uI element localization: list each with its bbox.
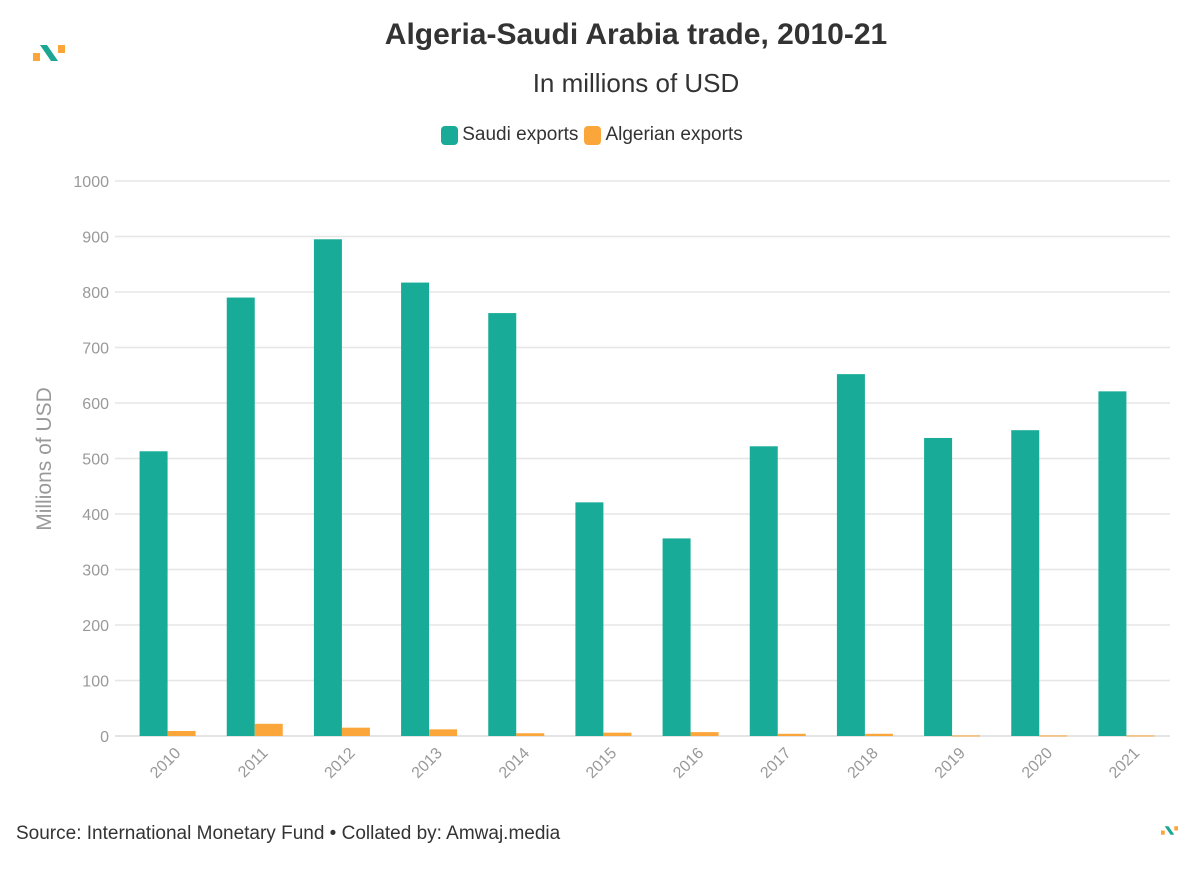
bars (139, 239, 1155, 737)
legend-swatch-algerian (584, 125, 602, 145)
bar-saudi-2016[interactable] (662, 538, 691, 736)
y-axis-label: Millions of USD (33, 387, 56, 531)
y-tick-label: 300 (82, 563, 109, 580)
chart-title: Algeria-Saudi Arabia trade, 2010-21 (384, 18, 888, 51)
bar-algerian-2021[interactable] (1126, 735, 1155, 737)
y-tick-label: 0 (100, 729, 109, 746)
y-tick-label: 800 (82, 285, 109, 302)
x-tick-label: 2020 (1019, 745, 1056, 782)
bar-algerian-2016[interactable] (690, 732, 719, 736)
gridlines (115, 180, 1170, 737)
bar-algerian-2013[interactable] (429, 729, 458, 736)
y-tick-label: 700 (82, 341, 109, 358)
x-tick-label: 2016 (670, 745, 707, 782)
bar-algerian-2017[interactable] (777, 733, 806, 736)
x-tick-label: 2012 (322, 745, 359, 782)
y-tick-label: 200 (82, 618, 109, 635)
x-tick-label: 2010 (147, 745, 184, 782)
bar-saudi-2015[interactable] (575, 502, 604, 736)
legend-item-saudi[interactable]: Saudi exports (441, 124, 578, 146)
legend-label-algerian: Algerian exports (605, 124, 743, 145)
bar-algerian-2019[interactable] (952, 735, 981, 737)
x-tick-label: 2015 (583, 745, 620, 782)
x-tick-label: 2013 (409, 745, 446, 782)
bar-saudi-2011[interactable] (226, 297, 255, 736)
x-tick-label: 2021 (1106, 745, 1143, 782)
amwaj-logo-icon (33, 45, 65, 61)
bar-saudi-2014[interactable] (488, 313, 517, 736)
bar-saudi-2017[interactable] (749, 446, 778, 736)
bar-saudi-2018[interactable] (836, 374, 865, 736)
y-axis-ticks: 0 100 200 300 400 500 600 700 800 900 1000 (73, 174, 109, 746)
bar-algerian-2018[interactable] (864, 733, 893, 736)
bar-saudi-2013[interactable] (401, 282, 430, 736)
x-tick-label: 2014 (496, 745, 533, 782)
x-tick-label: 2011 (235, 745, 271, 781)
bar-saudi-2021[interactable] (1098, 391, 1127, 736)
bar-saudi-2010[interactable] (139, 451, 168, 736)
chart-subtitle: In millions of USD (532, 68, 740, 98)
y-tick-label: 400 (82, 507, 109, 524)
bar-algerian-2014[interactable] (516, 733, 545, 736)
y-tick-label: 100 (82, 674, 109, 691)
source-note: Source: International Monetary Fund • Co… (16, 823, 561, 844)
legend-label-saudi: Saudi exports (462, 124, 579, 145)
legend-item-algerian[interactable]: Algerian exports (584, 124, 743, 146)
bar-algerian-2020[interactable] (1039, 735, 1068, 737)
amwaj-logo-small-icon (1161, 826, 1178, 835)
bar-saudi-2020[interactable] (1011, 430, 1040, 736)
y-tick-label: 1000 (73, 174, 109, 191)
bar-algerian-2012[interactable] (341, 727, 370, 736)
legend-swatch-saudi (441, 125, 459, 145)
x-tick-label: 2018 (845, 745, 882, 782)
x-tick-label: 2017 (757, 745, 794, 782)
y-tick-label: 500 (82, 452, 109, 469)
x-tick-label: 2019 (932, 745, 969, 782)
bar-algerian-2015[interactable] (603, 732, 632, 736)
bar-algerian-2011[interactable] (254, 723, 283, 736)
x-axis-ticks: 2010 2011 2012 2013 2014 2015 2016 2017 2018 2019… (147, 745, 1143, 782)
legend: Saudi exports Algerian exports (0, 124, 1184, 146)
y-tick-label: 600 (82, 396, 109, 413)
bar-saudi-2012[interactable] (313, 239, 342, 736)
y-tick-label: 900 (82, 230, 109, 247)
bar-algerian-2010[interactable] (167, 731, 196, 736)
bar-saudi-2019[interactable] (924, 437, 953, 736)
